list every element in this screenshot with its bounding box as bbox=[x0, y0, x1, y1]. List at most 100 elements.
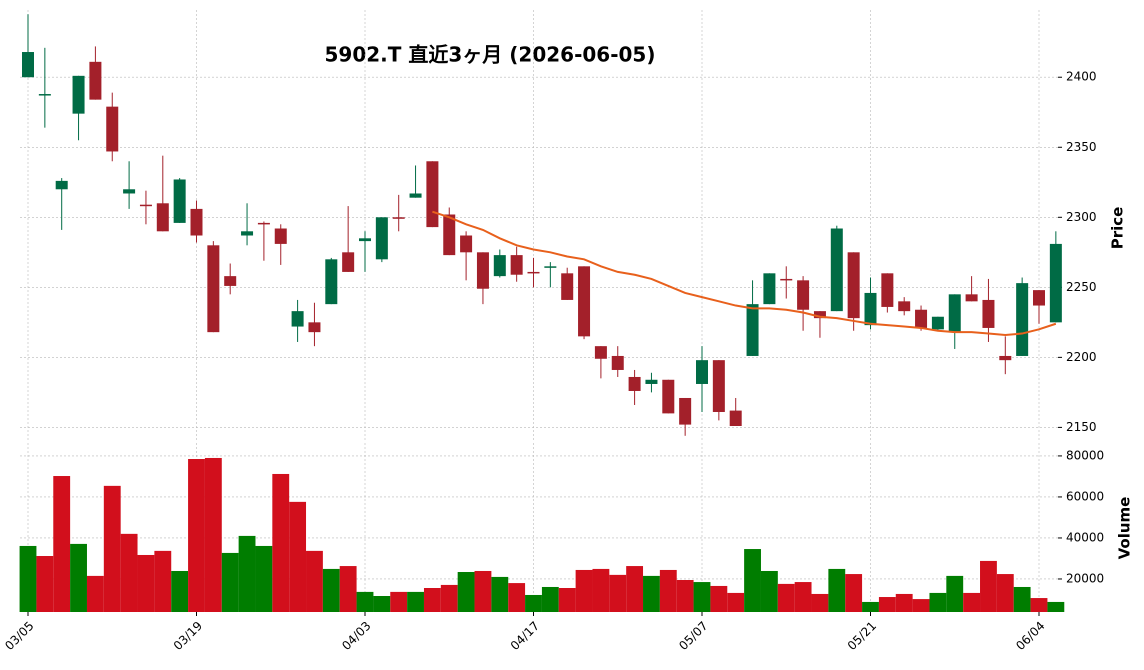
volume-bar bbox=[390, 591, 408, 612]
volume-bar bbox=[744, 549, 761, 612]
volume-bar bbox=[659, 569, 677, 612]
volume-bar bbox=[1030, 598, 1048, 612]
y-axis-label: Price bbox=[1109, 207, 1127, 250]
candle-body bbox=[510, 255, 523, 275]
candle-body bbox=[156, 203, 169, 232]
y-tick-label: 2300 bbox=[1066, 210, 1097, 224]
candle-body bbox=[797, 280, 810, 310]
candle-body bbox=[291, 311, 304, 327]
volume-bar bbox=[626, 566, 644, 612]
y2-tick-label: 80000 bbox=[1066, 448, 1104, 462]
y-tick-label: 2150 bbox=[1066, 420, 1097, 434]
y2-tick-label: 40000 bbox=[1066, 530, 1104, 544]
volume-bar bbox=[693, 582, 711, 612]
candle-body bbox=[645, 379, 658, 384]
volume-bar bbox=[154, 550, 172, 612]
candle-body bbox=[881, 273, 894, 307]
volume-bar bbox=[53, 476, 71, 612]
volume-bar bbox=[103, 485, 121, 612]
volume-bar bbox=[188, 458, 205, 612]
candle-body bbox=[696, 360, 708, 384]
candle-body bbox=[359, 238, 371, 242]
candle-body bbox=[628, 376, 641, 391]
candle-body bbox=[443, 214, 456, 256]
volume-bar bbox=[996, 574, 1014, 612]
y-tick-label: 2200 bbox=[1066, 350, 1097, 364]
candle-body bbox=[915, 309, 928, 328]
candle-body bbox=[898, 301, 911, 312]
volume-bar bbox=[727, 592, 745, 612]
volume-bar bbox=[120, 533, 138, 612]
candle-body bbox=[999, 355, 1012, 361]
volume-bar bbox=[828, 568, 846, 612]
volume-bar bbox=[70, 543, 87, 612]
volume-bar bbox=[306, 550, 323, 612]
candle-body bbox=[460, 235, 473, 253]
candle-body bbox=[948, 294, 961, 333]
volume-bar bbox=[19, 545, 37, 612]
volume-bar bbox=[1047, 601, 1065, 612]
candle-body bbox=[780, 278, 793, 281]
candle-body bbox=[106, 106, 119, 152]
candle-body bbox=[22, 52, 34, 78]
volume-bar bbox=[221, 552, 239, 612]
candle-body bbox=[662, 379, 675, 414]
candle-body bbox=[544, 266, 557, 268]
candle-body bbox=[325, 259, 338, 305]
x-tick-label: 05/21 bbox=[845, 619, 879, 653]
candle-body bbox=[123, 189, 136, 194]
volume-bar bbox=[760, 570, 778, 612]
volume-bar bbox=[929, 592, 947, 612]
candle-body bbox=[712, 360, 725, 412]
volume-bar bbox=[204, 457, 222, 612]
volume-bar bbox=[541, 586, 559, 612]
candle-body bbox=[173, 179, 186, 223]
x-tick-label: 04/03 bbox=[339, 619, 373, 653]
candle-body bbox=[342, 252, 355, 272]
volume-bar bbox=[423, 588, 441, 612]
candle-body bbox=[965, 294, 978, 302]
candle-body bbox=[274, 228, 287, 244]
volume-bar bbox=[508, 583, 526, 612]
volume-bar bbox=[491, 576, 509, 612]
y-tick-label: 2250 bbox=[1066, 280, 1097, 294]
volume-bar bbox=[272, 473, 290, 612]
volume-bar bbox=[558, 588, 576, 612]
volume-bar bbox=[895, 593, 913, 612]
volume-bar bbox=[811, 593, 829, 612]
volume-bar bbox=[457, 572, 475, 612]
volume-bar bbox=[963, 592, 981, 612]
candle-body bbox=[190, 208, 203, 236]
candle-body bbox=[375, 217, 388, 260]
candle-body bbox=[493, 255, 506, 277]
moving-average-line bbox=[432, 210, 1057, 336]
x-tick-label: 03/05 bbox=[2, 619, 36, 653]
candle-body bbox=[679, 397, 692, 425]
candle-body bbox=[864, 292, 877, 326]
volume-bar bbox=[862, 601, 879, 612]
volume-bar bbox=[171, 570, 189, 612]
volume-bar bbox=[912, 599, 930, 612]
candle-body bbox=[224, 276, 237, 286]
candle-body bbox=[561, 273, 574, 300]
candle-body bbox=[426, 161, 439, 228]
candle-body bbox=[830, 228, 843, 312]
y-tick-label: 2400 bbox=[1066, 70, 1097, 84]
volume-bar bbox=[525, 594, 542, 612]
candle-body bbox=[409, 193, 422, 198]
candle-body bbox=[1033, 290, 1045, 306]
candle-body bbox=[1016, 283, 1029, 356]
candle-body bbox=[257, 222, 270, 225]
candle-body bbox=[578, 266, 591, 337]
candle-body bbox=[847, 252, 860, 319]
candle-body bbox=[207, 245, 220, 333]
volume-bar bbox=[643, 575, 660, 612]
volume-bar bbox=[1013, 586, 1031, 612]
candle-body bbox=[931, 316, 944, 330]
x-tick-label: 05/07 bbox=[676, 619, 710, 653]
volume-bar bbox=[777, 583, 795, 612]
volume-bar bbox=[676, 580, 694, 612]
volume-bar bbox=[373, 596, 391, 612]
volume-bar bbox=[878, 597, 896, 612]
